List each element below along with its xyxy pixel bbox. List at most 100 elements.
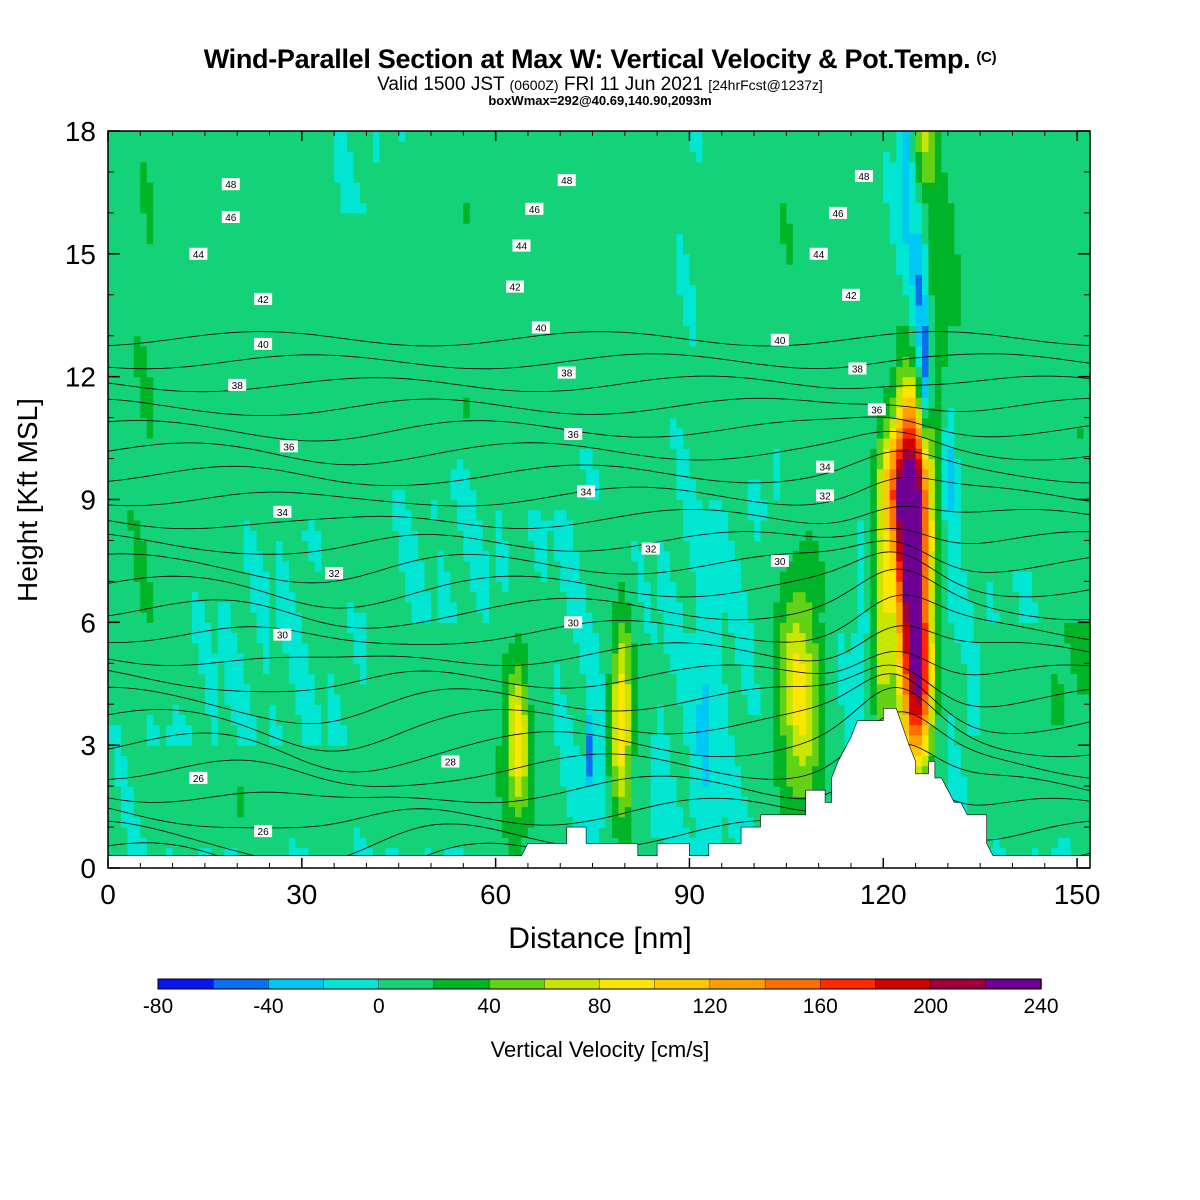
w-cell (960, 642, 981, 654)
w-cell (760, 530, 807, 541)
w-cell (902, 131, 910, 142)
w-cell (521, 765, 529, 777)
w-cell (928, 274, 962, 286)
w-cell (941, 653, 962, 664)
w-cell (902, 612, 910, 623)
w-cell (553, 714, 574, 726)
w-cell (276, 601, 296, 613)
w-cell (566, 786, 607, 797)
w-cell (896, 427, 904, 439)
w-cell (1031, 571, 1091, 582)
w-cell (863, 704, 871, 715)
w-cell (560, 765, 587, 777)
w-cell (217, 694, 225, 705)
w-cell (683, 509, 729, 521)
w-cell (631, 653, 639, 664)
w-cell (637, 581, 652, 593)
w-cell (515, 745, 523, 756)
w-cell (204, 704, 219, 715)
w-cell (605, 755, 613, 767)
w-cell (902, 284, 917, 296)
w-cell (934, 765, 949, 777)
w-cell (624, 745, 632, 756)
w-cell (256, 612, 271, 623)
theta-contour (107, 331, 1091, 347)
w-cell (683, 243, 787, 255)
w-cell (611, 745, 619, 756)
w-cell (204, 612, 219, 623)
w-cell (980, 724, 1091, 736)
w-cell (334, 151, 355, 163)
w-cell (922, 673, 930, 685)
w-cell (547, 540, 555, 552)
w-cell (902, 417, 917, 429)
w-cell (896, 663, 904, 675)
w-cell (263, 663, 271, 675)
w-cell (695, 591, 749, 603)
theta-label-box (577, 485, 596, 498)
w-cell (915, 274, 923, 286)
w-cell (631, 765, 652, 777)
w-cell (876, 530, 884, 541)
w-cell (889, 233, 904, 245)
w-cell (269, 591, 277, 603)
w-cell (133, 571, 148, 582)
w-cell (631, 796, 652, 808)
w-cell (366, 202, 464, 214)
w-cell (133, 509, 393, 521)
theta-label-text: 28 (445, 758, 457, 769)
w-cell (825, 642, 839, 654)
w-cell (243, 673, 290, 685)
w-cell (405, 131, 691, 142)
w-cell (792, 591, 807, 603)
w-cell (902, 212, 910, 224)
w-cell (527, 714, 535, 726)
w-cell (599, 653, 613, 664)
w-cell (792, 724, 800, 736)
w-cell (476, 509, 497, 521)
w-cell (411, 509, 432, 521)
w-cell (805, 714, 813, 726)
w-cell (934, 366, 942, 378)
w-cell (915, 468, 923, 480)
w-cell (941, 448, 949, 460)
w-cell (521, 663, 529, 675)
theta-label-box (506, 280, 524, 293)
w-cell (870, 642, 878, 654)
chart-title-text: Wind-Parallel Section at Max W: Vertical… (203, 44, 971, 74)
w-cell (256, 530, 303, 541)
w-cell (876, 509, 884, 521)
w-cell (618, 663, 626, 675)
w-cell (295, 683, 316, 695)
w-cell (883, 520, 891, 531)
w-cell (947, 786, 968, 797)
theta-label-text: 38 (232, 381, 244, 392)
w-cell (909, 202, 923, 214)
w-cell (773, 765, 787, 777)
w-cell (941, 438, 955, 449)
w-cell (637, 745, 652, 756)
w-cell (1031, 581, 1091, 593)
w-cell (133, 550, 148, 562)
w-cell (863, 530, 871, 541)
w-cell (702, 131, 897, 142)
w-cell (650, 796, 678, 808)
valid-date: FRI 11 Jun 2021 (563, 74, 703, 95)
w-cell (941, 458, 949, 470)
w-cell (993, 601, 1020, 613)
w-cell (146, 847, 167, 859)
w-cell (779, 581, 826, 593)
w-cell (140, 530, 245, 541)
w-cell (392, 509, 413, 521)
w-cell (217, 683, 225, 695)
w-cell (534, 786, 568, 797)
w-cell (721, 612, 729, 623)
w-cell (676, 458, 690, 470)
w-cell (689, 264, 897, 275)
w-cell (140, 407, 154, 419)
w-cell (521, 786, 529, 797)
w-cell (928, 315, 936, 327)
theta-contour (107, 397, 1091, 416)
w-cell (902, 182, 910, 193)
w-cell (947, 571, 968, 582)
